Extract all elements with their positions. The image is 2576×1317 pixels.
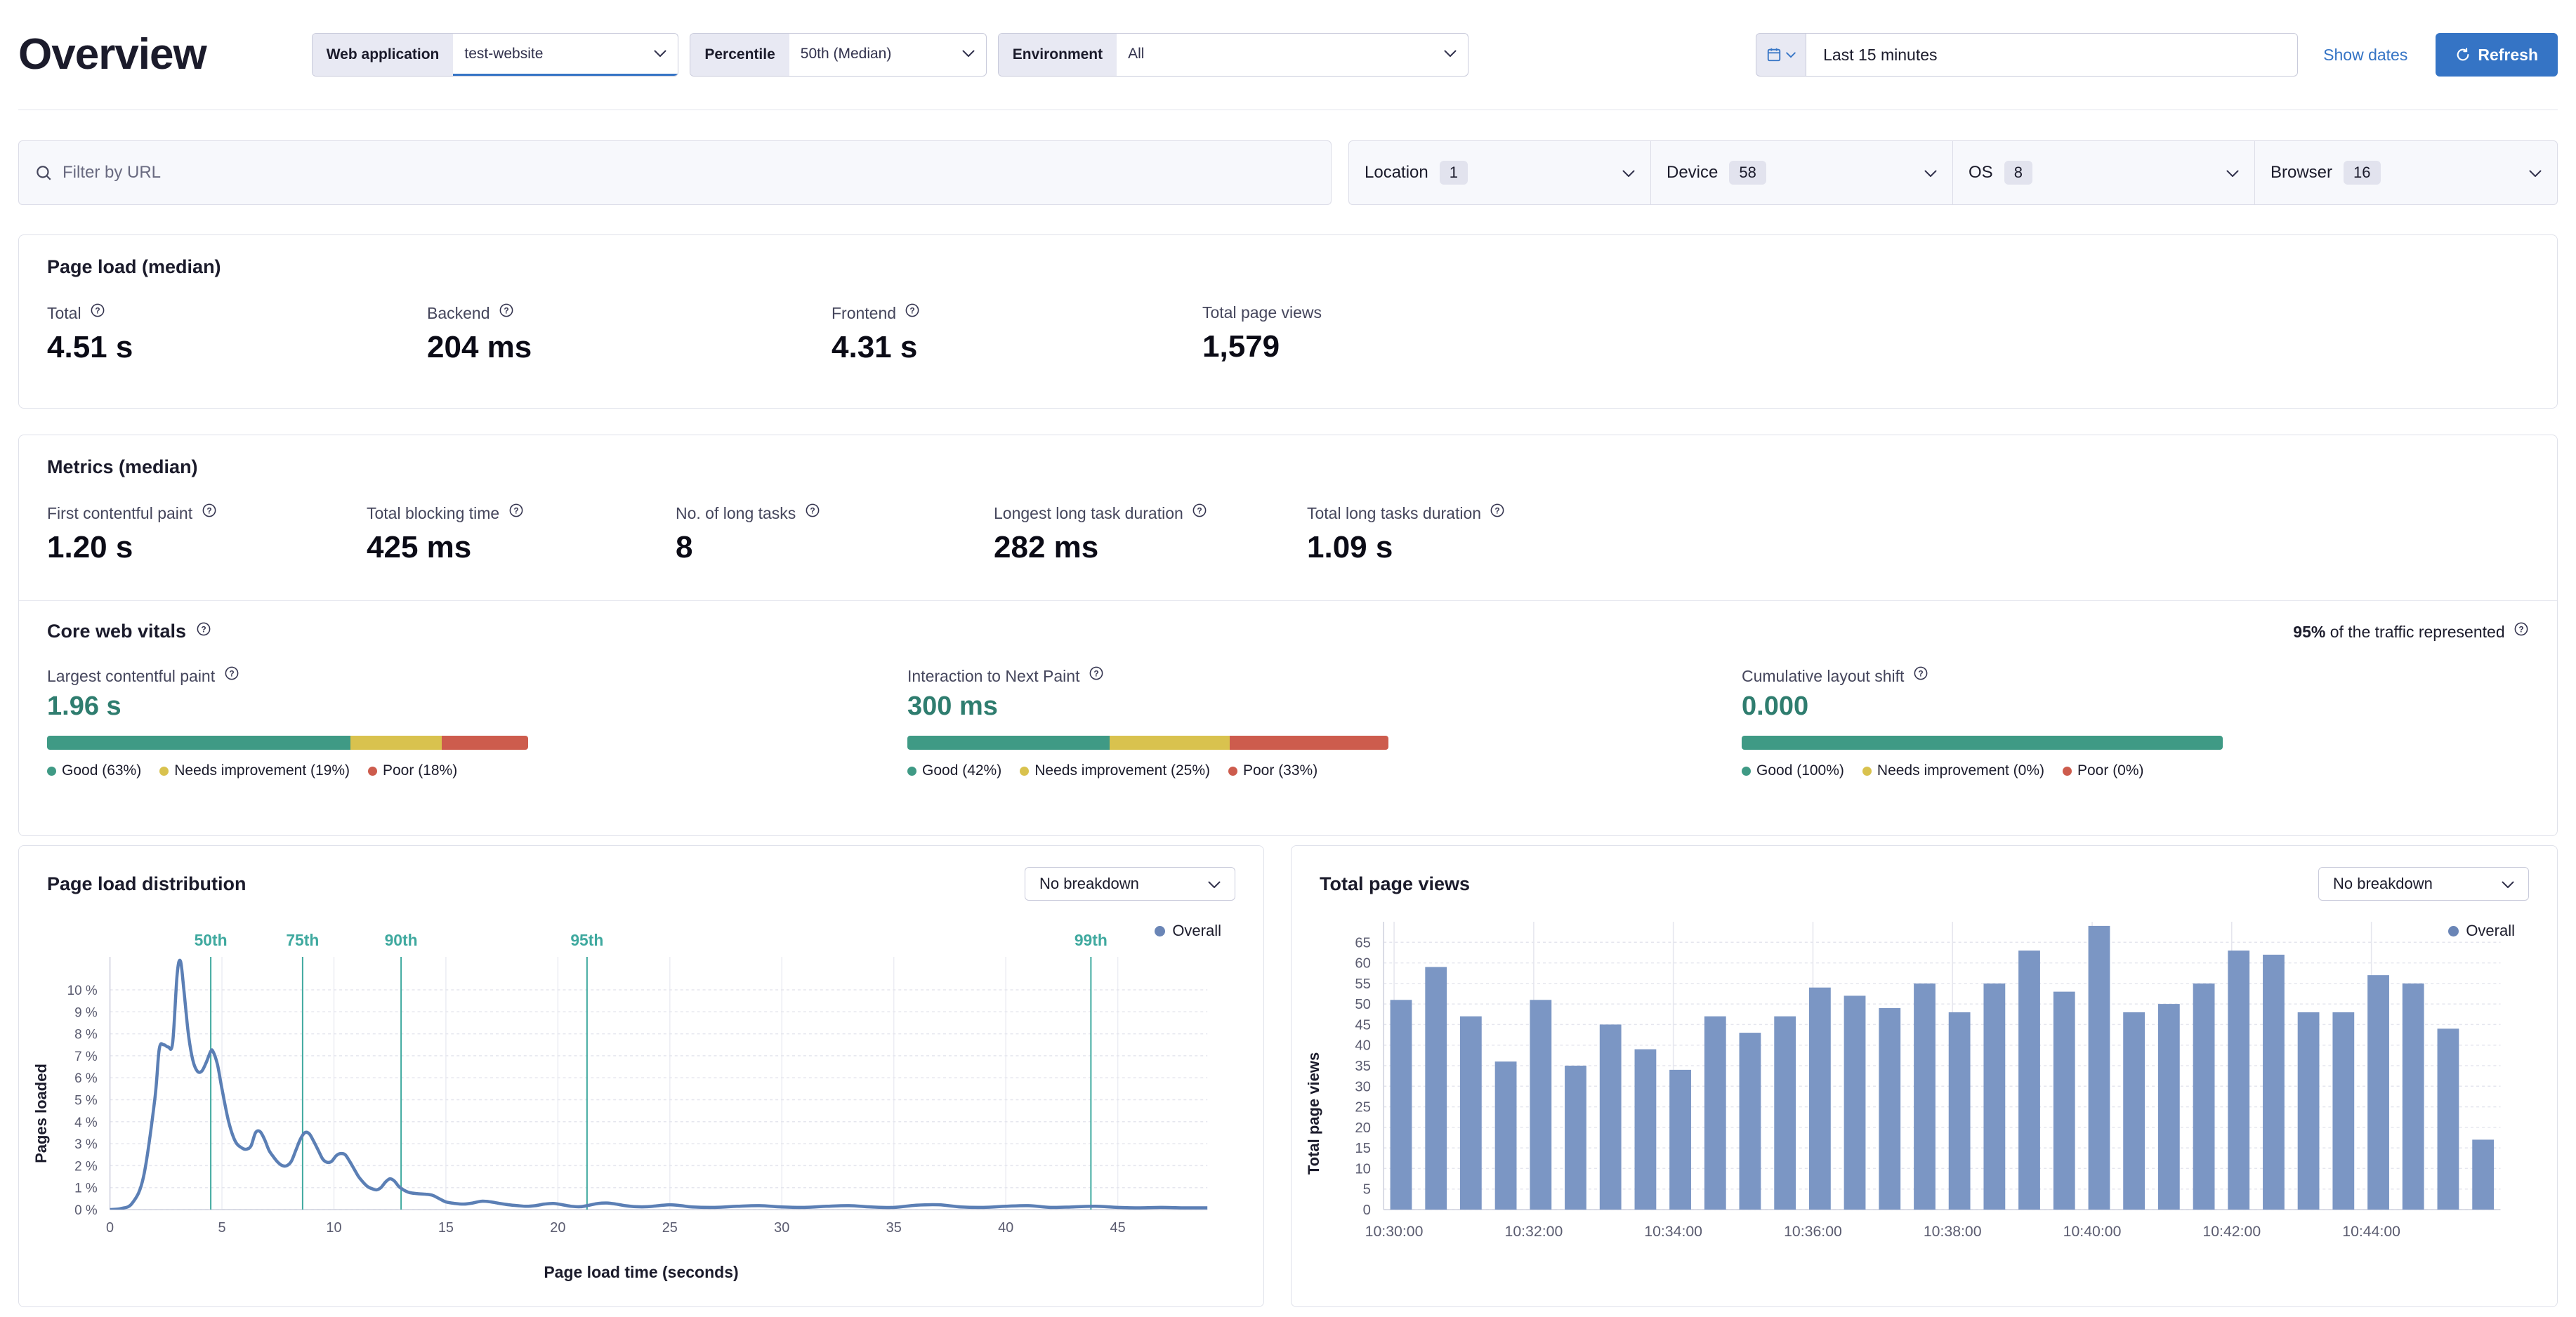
svg-text:60: 60: [1355, 956, 1371, 972]
svg-text:50: 50: [1355, 997, 1371, 1012]
svg-text:5: 5: [218, 1220, 225, 1236]
svg-text:?: ?: [1918, 669, 1923, 679]
svg-text:15: 15: [1355, 1141, 1371, 1156]
svg-text:45: 45: [1110, 1220, 1126, 1236]
svg-text:10:42:00: 10:42:00: [2202, 1224, 2261, 1240]
svg-text:?: ?: [95, 306, 100, 316]
svg-text:4 %: 4 %: [74, 1116, 98, 1130]
svg-text:0 %: 0 %: [74, 1203, 98, 1218]
svg-text:6 %: 6 %: [74, 1071, 98, 1086]
svg-text:20: 20: [550, 1220, 565, 1236]
svg-text:0: 0: [106, 1220, 114, 1236]
svg-text:?: ?: [1495, 506, 1500, 516]
svg-text:40: 40: [1355, 1038, 1371, 1054]
svg-text:15: 15: [438, 1220, 454, 1236]
svg-text:?: ?: [1197, 506, 1202, 516]
svg-text:45: 45: [1355, 1018, 1371, 1033]
svg-text:10: 10: [1355, 1162, 1371, 1177]
svg-text:9 %: 9 %: [74, 1005, 98, 1020]
svg-text:?: ?: [1093, 669, 1098, 679]
svg-text:10:44:00: 10:44:00: [2342, 1224, 2400, 1240]
svg-text:0: 0: [1363, 1203, 1371, 1218]
svg-text:35: 35: [1355, 1059, 1371, 1074]
svg-text:5: 5: [1363, 1182, 1371, 1198]
svg-text:50th: 50th: [195, 931, 228, 949]
svg-text:75th: 75th: [286, 931, 319, 949]
svg-text:10: 10: [326, 1220, 341, 1236]
svg-text:2 %: 2 %: [74, 1159, 98, 1174]
svg-text:10:40:00: 10:40:00: [2063, 1224, 2122, 1240]
svg-text:?: ?: [2518, 625, 2523, 635]
svg-text:?: ?: [201, 625, 206, 635]
svg-text:?: ?: [229, 669, 234, 679]
svg-text:25: 25: [1355, 1100, 1371, 1116]
svg-text:8 %: 8 %: [74, 1028, 98, 1043]
svg-text:3 %: 3 %: [74, 1137, 98, 1152]
svg-text:10:30:00: 10:30:00: [1365, 1224, 1424, 1240]
svg-text:55: 55: [1355, 977, 1371, 992]
svg-text:20: 20: [1355, 1120, 1371, 1136]
svg-text:7 %: 7 %: [74, 1050, 98, 1064]
svg-text:?: ?: [504, 306, 508, 316]
svg-text:95th: 95th: [570, 931, 603, 949]
svg-text:?: ?: [910, 306, 915, 316]
svg-text:10:32:00: 10:32:00: [1505, 1224, 1563, 1240]
svg-text:10:38:00: 10:38:00: [1924, 1224, 1982, 1240]
svg-text:90th: 90th: [385, 931, 418, 949]
svg-text:30: 30: [774, 1220, 789, 1236]
svg-text:10:34:00: 10:34:00: [1644, 1224, 1702, 1240]
svg-text:10 %: 10 %: [67, 984, 98, 998]
svg-text:99th: 99th: [1075, 931, 1108, 949]
svg-text:5 %: 5 %: [74, 1093, 98, 1108]
svg-text:10:36:00: 10:36:00: [1784, 1224, 1842, 1240]
svg-text:?: ?: [810, 506, 815, 516]
svg-text:65: 65: [1355, 935, 1371, 951]
svg-text:35: 35: [886, 1220, 902, 1236]
svg-text:40: 40: [998, 1220, 1013, 1236]
svg-text:1 %: 1 %: [74, 1182, 98, 1196]
svg-text:30: 30: [1355, 1079, 1371, 1094]
svg-text:?: ?: [513, 506, 518, 516]
svg-text:?: ?: [206, 506, 211, 516]
svg-text:25: 25: [662, 1220, 678, 1236]
